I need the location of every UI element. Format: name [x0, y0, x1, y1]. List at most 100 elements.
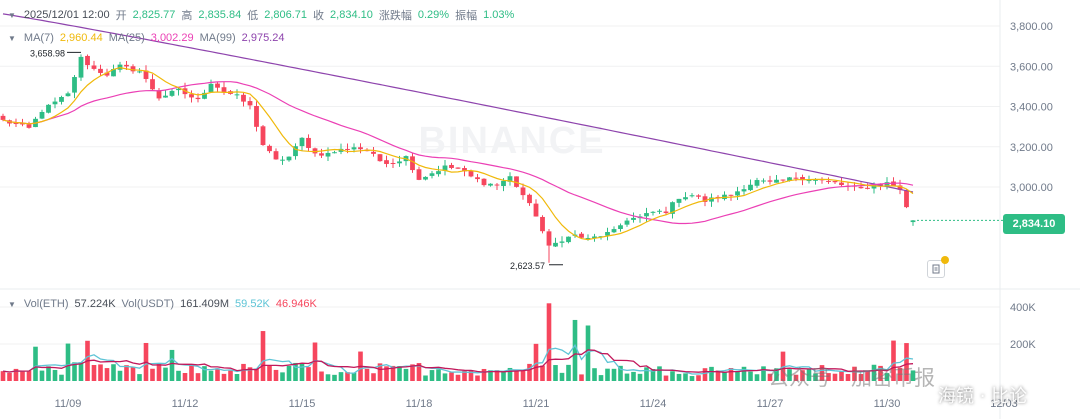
- candle-body: [832, 181, 838, 183]
- volume-bar: [683, 373, 688, 381]
- volume-bar: [176, 370, 181, 381]
- volume-bar: [514, 369, 519, 381]
- candle-body: [663, 211, 669, 213]
- volume-bar: [624, 373, 630, 381]
- ma-legend: ▼ MA(7) 2,960.44 MA(25) 3,002.29 MA(99) …: [8, 32, 284, 44]
- price-tick-label: 3,400.00: [1010, 102, 1053, 114]
- candle-body: [592, 236, 597, 239]
- volume-bar: [793, 374, 799, 381]
- candle-body: [605, 231, 610, 236]
- volume-bar: [182, 373, 188, 381]
- candle-body: [208, 83, 214, 93]
- high-marker-label: 3,658.98: [30, 48, 65, 58]
- high-value: 2,835.84: [198, 9, 242, 21]
- candle: [767, 175, 773, 185]
- candle-body: [410, 156, 415, 171]
- candle: [709, 193, 714, 207]
- candle: [39, 109, 45, 120]
- candle-body: [332, 152, 337, 154]
- volume-bar: [637, 373, 643, 381]
- candle: [150, 74, 155, 91]
- candle: [735, 186, 740, 201]
- vol-collapse-icon[interactable]: ▼: [8, 299, 16, 309]
- candle-body: [488, 183, 493, 186]
- candle-body: [416, 169, 422, 180]
- candle-body: [85, 55, 90, 66]
- volume-bar: [709, 366, 714, 381]
- volume-bar: [819, 365, 825, 381]
- volume-bar: [741, 366, 747, 381]
- candle-body: [481, 178, 487, 186]
- price-tick-label: 3,000.00: [1010, 182, 1053, 194]
- candle-body: [891, 181, 896, 187]
- collapse-icon[interactable]: ▼: [8, 10, 16, 20]
- candle-body: [501, 180, 506, 187]
- candle-body: [423, 176, 428, 180]
- candle: [91, 60, 97, 71]
- low-label: 低: [247, 10, 259, 22]
- candle: [65, 91, 71, 97]
- candle: [449, 162, 454, 170]
- volume-ma-long-line: [2, 349, 914, 373]
- candle-body: [631, 217, 636, 220]
- volume-bar: [715, 370, 721, 381]
- volume-bar: [572, 319, 578, 381]
- candle: [839, 177, 844, 187]
- volume-bar: [306, 367, 311, 381]
- open-label: 开: [115, 10, 127, 22]
- current-price-tag: 2,834.10: [1003, 214, 1065, 234]
- wechat-watermark: 公众号 · 加密币报: [768, 366, 936, 390]
- user-watermark: 海镜 · 比论: [938, 386, 1028, 407]
- candle: [176, 87, 181, 96]
- candle-body: [156, 90, 162, 99]
- candle-body: [319, 153, 324, 156]
- candle-body: [644, 213, 649, 217]
- volume-bar: [189, 365, 194, 381]
- candle-body: [813, 179, 818, 181]
- candle: [761, 178, 766, 184]
- candle-body: [871, 184, 877, 189]
- volume-bar: [754, 374, 760, 381]
- candle-body: [358, 147, 363, 150]
- candle: [910, 220, 916, 226]
- volume-bar: [722, 372, 727, 381]
- candle: [748, 179, 753, 191]
- volume-bar: [377, 363, 383, 381]
- alert-bell-icon[interactable]: [927, 256, 949, 278]
- close-label: 收: [313, 10, 325, 22]
- volume-bar: [904, 343, 909, 381]
- volume-bar: [234, 374, 240, 381]
- candle-body: [839, 182, 844, 186]
- candle-body: [774, 179, 779, 183]
- close-value: 2,834.10: [330, 9, 373, 21]
- candle-body: [904, 190, 909, 208]
- volume-bar: [345, 372, 350, 381]
- volume-bar: [436, 369, 441, 381]
- candle: [728, 194, 734, 201]
- ma7-line: [2, 66, 914, 241]
- volume-bar: [871, 364, 877, 381]
- volume-bar: [507, 367, 513, 381]
- volume-bar: [52, 369, 58, 381]
- volume-bar: [527, 363, 532, 381]
- ma-collapse-icon[interactable]: ▼: [8, 33, 16, 43]
- candle-body: [702, 196, 708, 202]
- candle-body: [449, 164, 454, 168]
- volume-bar: [494, 370, 500, 381]
- volume-bar: [462, 370, 467, 381]
- volume-bar: [891, 340, 896, 381]
- candle-body: [728, 194, 734, 196]
- candle: [540, 215, 545, 234]
- volume-bar: [449, 372, 454, 381]
- candle: [741, 184, 747, 195]
- candle: [611, 226, 617, 234]
- volume-bar: [858, 374, 864, 381]
- volume-bar: [169, 349, 175, 381]
- ohlc-header: ▼ 2025/12/01 12:00 开 2,825.77 高 2,835.84…: [8, 7, 514, 23]
- candle-body: [689, 195, 695, 197]
- candle-body: [312, 148, 318, 154]
- candle-body: [267, 145, 272, 152]
- volume-bar: [839, 371, 844, 381]
- candle-body: [169, 90, 175, 96]
